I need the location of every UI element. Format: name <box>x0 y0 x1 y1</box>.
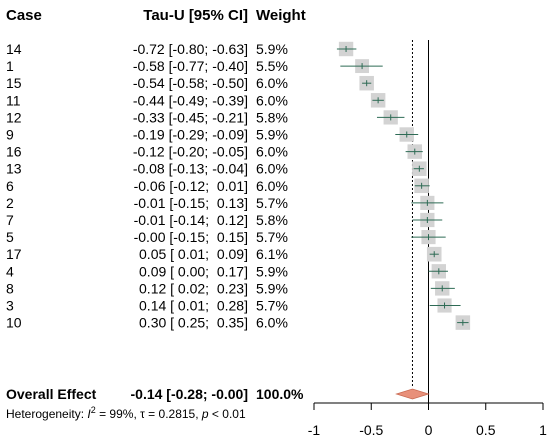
estimate-ci: -0.54 [-0.58; -0.50] <box>133 75 248 91</box>
weight-value: 6.0% <box>256 75 288 91</box>
weight-value: 5.7% <box>256 229 288 245</box>
study-row: 5 -0.00 [-0.15; 0.15] 5.7% <box>6 229 288 245</box>
header-weight: Weight <box>256 7 306 24</box>
estimate-ci: -0.06 [-0.12; 0.01] <box>134 178 248 194</box>
weight-value: 5.9% <box>256 263 288 279</box>
column-headers: Case Tau-U [95% CI] Weight <box>6 7 306 24</box>
case-label: 14 <box>6 41 22 57</box>
overall-weight: 100.0% <box>256 386 304 402</box>
estimate-ci: 0.12 [ 0.02; 0.23] <box>139 280 248 296</box>
case-label: 15 <box>6 75 22 91</box>
weight-value: 5.9% <box>256 280 288 296</box>
weight-value: 6.0% <box>256 161 288 177</box>
case-label: 1 <box>6 58 14 74</box>
study-row: 10 0.30 [ 0.25; 0.35] 6.0% <box>6 315 288 331</box>
x-tick-label: -0.5 <box>359 422 383 438</box>
study-row: 4 0.09 [ 0.00; 0.17] 5.9% <box>6 263 288 279</box>
estimate-ci: -0.08 [-0.13; -0.04] <box>133 161 248 177</box>
header-estimate: Tau-U [95% CI] <box>143 7 248 24</box>
study-row: 8 0.12 [ 0.02; 0.23] 5.9% <box>6 280 288 296</box>
study-row: 3 0.14 [ 0.01; 0.28] 5.7% <box>6 298 288 314</box>
case-label: 13 <box>6 161 22 177</box>
estimate-ci: -0.58 [-0.77; -0.40] <box>133 58 248 74</box>
weight-value: 6.0% <box>256 178 288 194</box>
study-row: 9 -0.19 [-0.29; -0.09] 5.9% <box>6 127 288 143</box>
weight-value: 6.0% <box>256 144 288 160</box>
overall-effect-diamond <box>395 388 430 400</box>
study-rows: 14 -0.72 [-0.80; -0.63] 5.9% 1 -0.58 [-0.77;… <box>6 41 288 331</box>
weight-value: 5.5% <box>256 58 288 74</box>
weight-value: 6.1% <box>256 246 288 262</box>
weight-value: 5.8% <box>256 212 288 228</box>
overall-effect-row: Overall Effect -0.14 [-0.28; -0.00] 100.… <box>6 386 304 402</box>
estimate-ci: -0.01 [-0.14; 0.12] <box>134 212 248 228</box>
study-row: 2 -0.01 [-0.15; 0.13] 5.7% <box>6 195 288 211</box>
case-label: 16 <box>6 144 22 160</box>
case-label: 17 <box>6 246 22 262</box>
weight-value: 6.0% <box>256 315 288 331</box>
study-row: 7 -0.01 [-0.14; 0.12] 5.8% <box>6 212 288 228</box>
x-tick-label: 0 <box>425 422 433 438</box>
study-row: 17 0.05 [ 0.01; 0.09] 6.1% <box>6 246 288 262</box>
estimate-ci: 0.05 [ 0.01; 0.09] <box>139 246 248 262</box>
weight-value: 5.7% <box>256 195 288 211</box>
weight-value: 5.8% <box>256 109 288 125</box>
x-tick-label: -1 <box>308 422 321 438</box>
estimate-ci: -0.44 [-0.49; -0.39] <box>133 92 248 108</box>
heterogeneity-text: Heterogeneity: I2 = 99%, τ = 0.2815, p <… <box>6 405 246 421</box>
estimate-ci: -0.01 [-0.15; 0.13] <box>134 195 248 211</box>
weight-value: 5.9% <box>256 41 288 57</box>
study-row: 11 -0.44 [-0.49; -0.39] 6.0% <box>6 92 288 108</box>
x-axis: -1 -0.5 0 0.5 1 <box>308 402 547 438</box>
study-row: 14 -0.72 [-0.80; -0.63] 5.9% <box>6 41 288 57</box>
study-row: 12 -0.33 [-0.45; -0.21] 5.8% <box>6 109 288 125</box>
case-label: 3 <box>6 298 14 314</box>
study-row: 15 -0.54 [-0.58; -0.50] 6.0% <box>6 75 288 91</box>
estimate-ci: -0.00 [-0.15; 0.15] <box>134 229 248 245</box>
case-label: 11 <box>6 92 21 108</box>
overall-label: Overall Effect <box>6 386 97 402</box>
estimate-ci: -0.19 [-0.29; -0.09] <box>133 127 248 143</box>
case-label: 4 <box>6 263 14 279</box>
case-label: 5 <box>6 229 14 245</box>
plot-area: -1 -0.5 0 0.5 1 <box>308 40 547 438</box>
estimate-ci: 0.30 [ 0.25; 0.35] <box>139 315 248 331</box>
weight-value: 5.9% <box>256 127 288 143</box>
case-label: 6 <box>6 178 14 194</box>
estimate-ci: -0.12 [-0.20; -0.05] <box>133 144 248 160</box>
case-label: 8 <box>6 280 14 296</box>
estimate-ci: 0.14 [ 0.01; 0.28] <box>139 298 248 314</box>
study-marks <box>336 41 471 330</box>
case-label: 7 <box>6 212 14 228</box>
study-row: 1 -0.58 [-0.77; -0.40] 5.5% <box>6 58 288 74</box>
weight-value: 6.0% <box>256 92 288 108</box>
case-label: 2 <box>6 195 14 211</box>
case-label: 9 <box>6 127 14 143</box>
study-row: 16 -0.12 [-0.20; -0.05] 6.0% <box>6 144 288 160</box>
header-case: Case <box>6 7 42 24</box>
overall-estimate: -0.14 [-0.28; -0.00] <box>131 386 249 402</box>
case-label: 10 <box>6 315 22 331</box>
estimate-ci: 0.09 [ 0.00; 0.17] <box>139 263 248 279</box>
weight-value: 5.7% <box>256 298 288 314</box>
x-tick-label: 1 <box>539 422 547 438</box>
estimate-ci: -0.33 [-0.45; -0.21] <box>133 109 248 125</box>
x-tick-label: 0.5 <box>476 422 496 438</box>
case-label: 12 <box>6 109 22 125</box>
study-row: 6 -0.06 [-0.12; 0.01] 6.0% <box>6 178 288 194</box>
estimate-ci: -0.72 [-0.80; -0.63] <box>133 41 248 57</box>
study-row: 13 -0.08 [-0.13; -0.04] 6.0% <box>6 161 288 177</box>
